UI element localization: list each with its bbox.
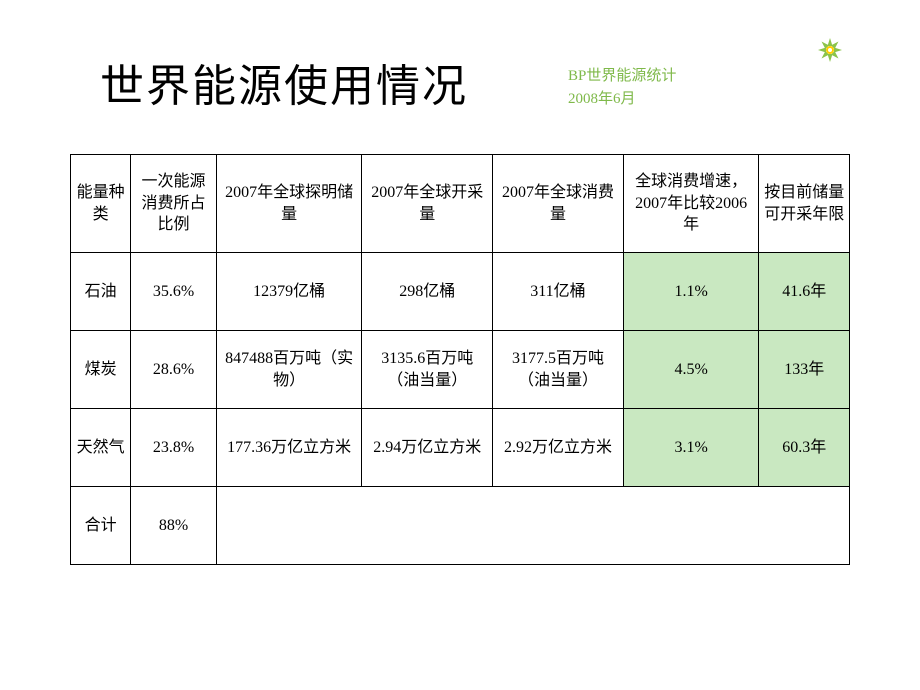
cell-production: 298亿桶 [362,253,493,331]
cell-share: 35.6% [131,253,216,331]
subtitle-line2: 2008年6月 [568,88,676,111]
subtitle: BP世界能源统计 2008年6月 [568,65,676,110]
th-years: 按目前储量可开采年限 [759,155,850,253]
cell-consumption: 311亿桶 [493,253,624,331]
cell-total-label: 合计 [71,487,131,565]
cell-growth: 1.1% [623,253,759,331]
th-consumption: 2007年全球消费量 [493,155,624,253]
cell-production: 2.94万亿立方米 [362,409,493,487]
cell-name: 煤炭 [71,331,131,409]
title-row: 世界能源使用情况 BP世界能源统计 2008年6月 [100,50,850,114]
cell-consumption: 2.92万亿立方米 [493,409,624,487]
slide: 世界能源使用情况 BP世界能源统计 2008年6月 能量种类 一次能源消费所占比… [0,0,920,690]
table-row: 天然气 23.8% 177.36万亿立方米 2.94万亿立方米 2.92万亿立方… [71,409,850,487]
cell-growth: 4.5% [623,331,759,409]
th-reserves: 2007年全球探明储量 [216,155,362,253]
cell-name: 石油 [71,253,131,331]
subtitle-line1: BP世界能源统计 [568,65,676,88]
cell-name: 天然气 [71,409,131,487]
table-row: 煤炭 28.6% 847488百万吨（实物） 3135.6百万吨（油当量） 31… [71,331,850,409]
cell-reserves: 177.36万亿立方米 [216,409,362,487]
page-title: 世界能源使用情况 [100,50,468,114]
table-header-row: 能量种类 一次能源消费所占比例 2007年全球探明储量 2007年全球开采量 2… [71,155,850,253]
cell-reserves: 12379亿桶 [216,253,362,331]
th-type: 能量种类 [71,155,131,253]
cell-share: 23.8% [131,409,216,487]
th-production: 2007年全球开采量 [362,155,493,253]
bp-logo-icon [815,35,845,65]
cell-reserves: 847488百万吨（实物） [216,331,362,409]
energy-table: 能量种类 一次能源消费所占比例 2007年全球探明储量 2007年全球开采量 2… [70,154,850,565]
cell-years: 60.3年 [759,409,850,487]
cell-total-share: 88% [131,487,216,565]
cell-production: 3135.6百万吨（油当量） [362,331,493,409]
cell-share: 28.6% [131,331,216,409]
table-row: 石油 35.6% 12379亿桶 298亿桶 311亿桶 1.1% 41.6年 [71,253,850,331]
cell-years: 133年 [759,331,850,409]
cell-total-empty [216,487,849,565]
table-row-total: 合计 88% [71,487,850,565]
cell-growth: 3.1% [623,409,759,487]
th-share: 一次能源消费所占比例 [131,155,216,253]
cell-consumption: 3177.5百万吨（油当量） [493,331,624,409]
cell-years: 41.6年 [759,253,850,331]
th-growth: 全球消费增速，2007年比较2006年 [623,155,759,253]
